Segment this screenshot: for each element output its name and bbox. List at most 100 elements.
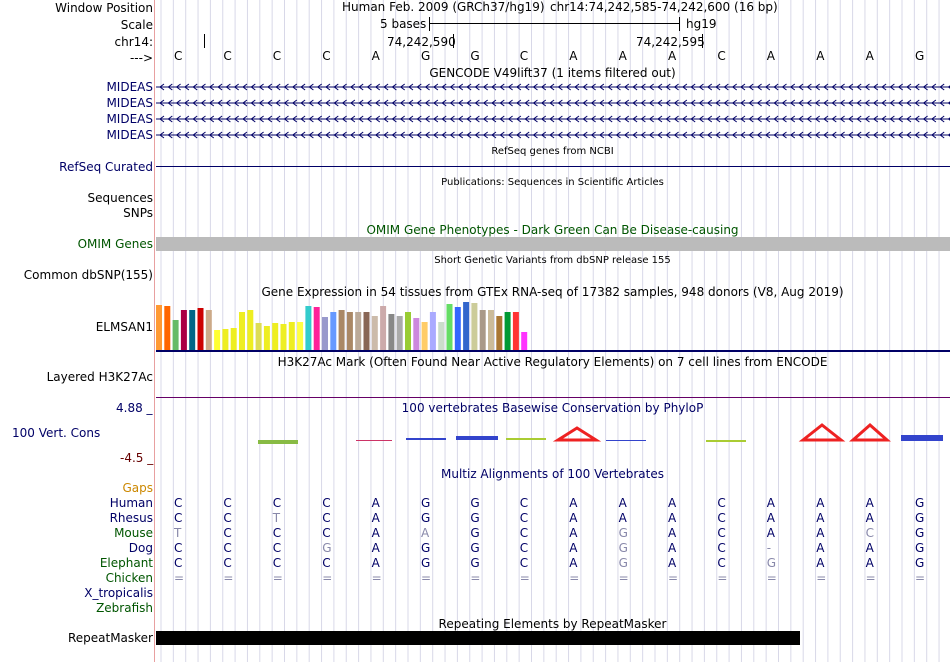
strand-arrow <box>399 99 405 107</box>
strand-arrow <box>457 115 464 123</box>
gencode-transcript-line[interactable] <box>156 130 950 140</box>
strand-arrow <box>648 115 655 123</box>
gencode-transcript-line[interactable] <box>156 114 950 124</box>
gtex-tissue-bar <box>504 312 511 350</box>
phylop-logo[interactable] <box>156 420 950 450</box>
strand-arrow <box>374 83 381 91</box>
strand-arrow <box>599 115 605 123</box>
strand-arrow <box>549 99 555 107</box>
gtex-tissue-bar <box>521 332 528 350</box>
strand-arrow <box>208 131 215 139</box>
gencode-transcript-label[interactable]: MIDEAS <box>106 128 153 142</box>
gencode-transcript-line[interactable] <box>156 98 950 108</box>
strand-arrow <box>582 99 588 107</box>
phylop-title[interactable]: 100 vertebrates Basewise Conservation by… <box>401 401 704 415</box>
strand-arrow <box>582 83 588 91</box>
strand-arrow <box>325 115 331 123</box>
species-label[interactable]: Chicken <box>105 571 153 585</box>
scale-bar-left <box>429 17 430 31</box>
strand-arrow <box>449 83 455 91</box>
strand-arrow <box>706 115 713 123</box>
strand-arrow <box>433 83 439 91</box>
alignment-base: C <box>865 526 874 540</box>
omim-label[interactable]: OMIM Genes <box>77 237 153 251</box>
strand-arrow <box>308 99 314 107</box>
strand-arrow <box>657 115 663 123</box>
gtex-tissue-bar <box>405 312 411 350</box>
refseq-feature-line[interactable] <box>156 166 950 167</box>
strand-arrow <box>557 131 563 139</box>
strand-arrow <box>623 131 630 139</box>
gencode-title[interactable]: GENCODE V49lift37 (1 items filtered out) <box>429 66 676 80</box>
strand-arrow <box>350 115 356 123</box>
refseq-label[interactable]: RefSeq Curated <box>59 160 153 174</box>
dbsnp-title[interactable]: Short Genetic Variants from dbSNP releas… <box>434 255 671 266</box>
strand-arrow <box>482 115 489 123</box>
species-label[interactable]: Zebrafish <box>96 601 153 615</box>
strand-arrow <box>408 99 414 107</box>
alignment-base: C <box>717 526 726 540</box>
h3k27ac-label[interactable]: Layered H3K27Ac <box>46 370 153 384</box>
strand-arrow <box>200 131 206 139</box>
strand-arrow <box>208 83 215 91</box>
strand-arrow <box>416 115 422 123</box>
strand-arrow <box>499 131 505 139</box>
alignment-base: = <box>371 571 382 585</box>
repeatmasker-title[interactable]: Repeating Elements by RepeatMasker <box>438 617 667 631</box>
repeatmasker-label[interactable]: RepeatMasker <box>67 631 153 645</box>
strand-arrow <box>765 99 771 107</box>
gencode-transcript-label[interactable]: MIDEAS <box>106 96 153 110</box>
multiz-title[interactable]: Multiz Alignments of 100 Vertebrates <box>440 467 665 481</box>
strand-arrow <box>424 83 430 91</box>
strand-arrow <box>723 99 729 107</box>
strand-arrow <box>831 115 837 123</box>
dbsnp-label[interactable]: Common dbSNP(155) <box>23 268 153 282</box>
species-label[interactable]: Rhesus <box>109 511 153 525</box>
gtex-tissue-bar <box>255 323 262 350</box>
alignment-base: C <box>322 511 331 525</box>
strand-arrow <box>706 131 713 139</box>
gtex-bar-chart[interactable] <box>156 300 556 350</box>
h3k27ac-title[interactable]: H3K27Ac Mark (Often Found Near Active Re… <box>277 355 828 369</box>
repeatmasker-feature[interactable] <box>156 631 800 645</box>
sequences-label[interactable]: Sequences <box>87 191 153 205</box>
strand-arrow <box>424 115 430 123</box>
gencode-transcript-label[interactable]: MIDEAS <box>106 112 153 126</box>
alignment-base: G <box>470 541 480 555</box>
species-label[interactable]: X_tropicalis <box>84 586 153 600</box>
gaps-label[interactable]: Gaps <box>122 481 153 495</box>
gencode-transcript-label[interactable]: MIDEAS <box>106 80 153 94</box>
alignment-base: C <box>322 556 331 570</box>
species-label[interactable]: Human <box>109 496 153 510</box>
strand-arrow <box>350 99 356 107</box>
refseq-title[interactable]: RefSeq genes from NCBI <box>491 146 614 157</box>
species-label[interactable]: Elephant <box>99 556 153 570</box>
strand-arrow <box>516 131 522 139</box>
strand-arrow <box>640 115 646 123</box>
alignment-base: = <box>223 571 234 585</box>
gtex-gene-label[interactable]: ELMSAN1 <box>95 320 153 334</box>
species-label[interactable]: Mouse <box>114 526 153 540</box>
omim-title[interactable]: OMIM Gene Phenotypes - Dark Green Can Be… <box>366 223 739 237</box>
base-letter: A <box>569 49 578 63</box>
strand-arrow <box>283 115 289 123</box>
gtex-title[interactable]: Gene Expression in 54 tissues from GTEx … <box>261 285 844 299</box>
strand-arrow <box>657 99 663 107</box>
strand-arrow <box>789 99 796 107</box>
snps-label[interactable]: SNPs <box>123 206 153 220</box>
strand-arrow <box>333 99 339 107</box>
base-letter: C <box>174 49 183 63</box>
publications-title[interactable]: Publications: Sequences in Scientific Ar… <box>441 177 664 188</box>
strand-arrow <box>682 115 688 123</box>
alignment-base: A <box>569 496 578 510</box>
gtex-tissue-bar <box>164 306 171 350</box>
gtex-tissue-bar <box>214 330 221 350</box>
gtex-tissue-bar <box>438 322 445 350</box>
phylop-label[interactable]: 100 Vert. Cons <box>12 426 101 440</box>
conservation-glyph <box>606 440 646 441</box>
gencode-transcript-line[interactable] <box>156 82 950 92</box>
species-label[interactable]: Dog <box>128 541 153 555</box>
strand-arrow <box>798 131 804 139</box>
strand-arrow <box>300 99 306 107</box>
omim-feature[interactable] <box>156 237 950 251</box>
